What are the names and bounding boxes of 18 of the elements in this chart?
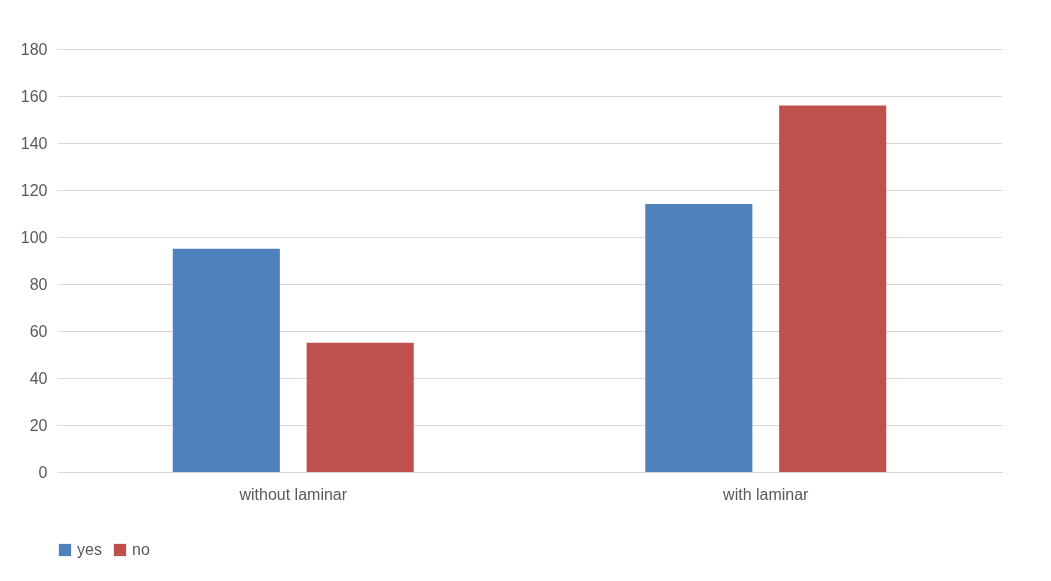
x-tick-label: without laminar xyxy=(238,485,348,503)
y-tick-label: 60 xyxy=(29,322,48,340)
y-tick-label: 180 xyxy=(20,40,48,58)
bar xyxy=(306,342,414,472)
y-tick-label: 0 xyxy=(38,463,48,481)
y-tick-label: 140 xyxy=(20,134,48,152)
bar xyxy=(172,248,280,472)
legend-label: yes xyxy=(77,541,102,558)
y-tick-label: 100 xyxy=(20,228,48,246)
y-tick-label: 40 xyxy=(29,369,48,387)
y-tick-label: 80 xyxy=(29,275,48,293)
bar xyxy=(645,204,753,472)
y-tick-label: 120 xyxy=(20,181,48,199)
bar xyxy=(779,105,887,472)
y-tick-label: 20 xyxy=(29,416,48,434)
legend-label: no xyxy=(132,541,150,558)
y-tick-label: 160 xyxy=(20,87,48,105)
x-tick-label: with laminar xyxy=(722,485,810,503)
